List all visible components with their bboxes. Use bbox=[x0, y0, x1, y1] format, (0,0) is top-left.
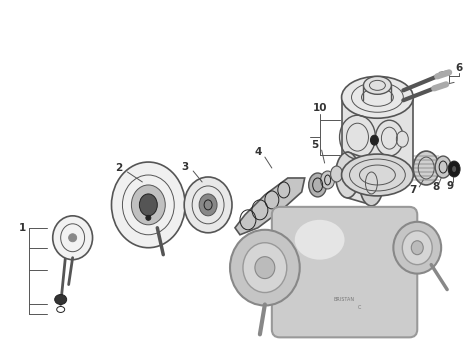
Ellipse shape bbox=[435, 156, 451, 178]
Ellipse shape bbox=[53, 216, 93, 260]
Ellipse shape bbox=[55, 294, 66, 304]
Ellipse shape bbox=[336, 152, 359, 198]
Text: 8: 8 bbox=[432, 182, 440, 192]
Ellipse shape bbox=[243, 243, 287, 293]
Text: 6: 6 bbox=[456, 63, 463, 74]
Ellipse shape bbox=[448, 161, 460, 177]
Ellipse shape bbox=[364, 76, 392, 94]
Ellipse shape bbox=[371, 135, 379, 145]
Polygon shape bbox=[235, 178, 305, 235]
Ellipse shape bbox=[309, 173, 326, 197]
Ellipse shape bbox=[402, 231, 432, 265]
Text: 5: 5 bbox=[311, 140, 319, 150]
Ellipse shape bbox=[140, 194, 157, 216]
Ellipse shape bbox=[255, 257, 275, 279]
FancyBboxPatch shape bbox=[272, 207, 417, 337]
Ellipse shape bbox=[184, 177, 232, 233]
Text: 2: 2 bbox=[115, 163, 122, 173]
Ellipse shape bbox=[413, 151, 439, 185]
Text: 9: 9 bbox=[446, 181, 454, 191]
Ellipse shape bbox=[331, 166, 343, 182]
Ellipse shape bbox=[146, 215, 151, 220]
Text: 7: 7 bbox=[410, 185, 417, 195]
Ellipse shape bbox=[69, 234, 77, 242]
Ellipse shape bbox=[321, 171, 335, 189]
Ellipse shape bbox=[112, 162, 185, 248]
Ellipse shape bbox=[295, 220, 345, 260]
Ellipse shape bbox=[132, 185, 165, 225]
Ellipse shape bbox=[230, 230, 300, 306]
Ellipse shape bbox=[452, 166, 456, 172]
Text: 10: 10 bbox=[312, 103, 327, 113]
Ellipse shape bbox=[342, 76, 413, 118]
Ellipse shape bbox=[393, 222, 441, 274]
Text: 1: 1 bbox=[19, 223, 27, 233]
Ellipse shape bbox=[396, 131, 408, 147]
Ellipse shape bbox=[411, 241, 423, 255]
Ellipse shape bbox=[342, 154, 413, 196]
Polygon shape bbox=[342, 97, 413, 175]
Text: 4: 4 bbox=[254, 147, 262, 157]
Text: 3: 3 bbox=[181, 162, 189, 172]
Text: C: C bbox=[358, 305, 361, 310]
Ellipse shape bbox=[199, 194, 217, 216]
Text: BRISTAN: BRISTAN bbox=[334, 297, 355, 302]
Ellipse shape bbox=[359, 160, 384, 206]
Polygon shape bbox=[347, 152, 372, 205]
